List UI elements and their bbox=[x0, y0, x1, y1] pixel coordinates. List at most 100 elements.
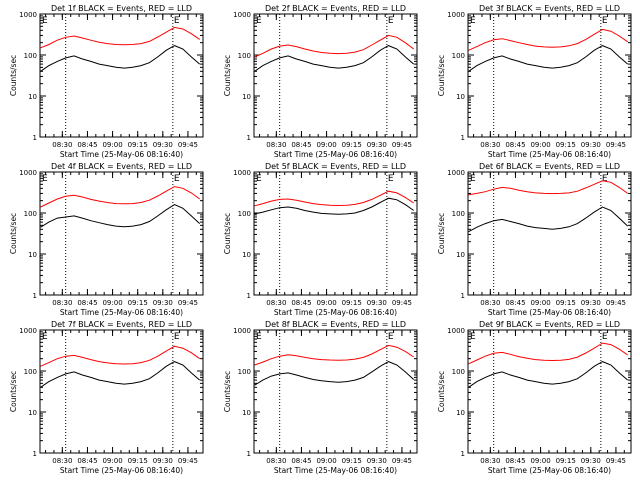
marker-label: E bbox=[256, 16, 262, 26]
y-tick-label: 100 bbox=[452, 52, 465, 60]
marker-label: E bbox=[470, 16, 476, 26]
x-tick-label: 09:30 bbox=[153, 299, 173, 307]
events-series-line bbox=[468, 361, 629, 388]
x-tick-label: 08:45 bbox=[291, 457, 311, 465]
y-tick-label: 10 bbox=[456, 93, 465, 101]
marker-label: E bbox=[470, 332, 476, 342]
detector-panel-7: Det 7f BLACK = Events, RED = LLD 1 10 100 10… bbox=[9, 320, 204, 475]
x-tick-label: 08:30 bbox=[480, 299, 500, 307]
x-tick-label: 08:45 bbox=[77, 141, 97, 149]
panel-title: Det 8f BLACK = Events, RED = LLD bbox=[265, 320, 406, 329]
x-tick-label: 08:45 bbox=[77, 299, 97, 307]
y-axis-label: Counts/sec bbox=[437, 371, 446, 412]
lld-series-line bbox=[254, 344, 414, 366]
x-axis-label: Start Time (25-May-06 08:16:40) bbox=[60, 466, 183, 475]
y-tick-label: 1000 bbox=[233, 11, 251, 19]
y-tick-label: 100 bbox=[24, 210, 37, 218]
events-series-line bbox=[468, 45, 629, 72]
panel-title: Det 5f BLACK = Events, RED = LLD bbox=[265, 162, 406, 171]
y-tick-label: 10 bbox=[28, 409, 37, 417]
y-axis-label: Counts/sec bbox=[223, 55, 232, 96]
events-series-line bbox=[254, 361, 415, 386]
panel-title: Det 4f BLACK = Events, RED = LLD bbox=[51, 162, 192, 171]
panel-title: Det 1f BLACK = Events, RED = LLD bbox=[51, 4, 192, 13]
x-tick-label: 08:30 bbox=[480, 457, 500, 465]
x-tick-label: 09:00 bbox=[316, 299, 336, 307]
y-tick-label: 100 bbox=[238, 210, 251, 218]
x-tick-label: 09:00 bbox=[530, 141, 550, 149]
y-tick-label: 10 bbox=[456, 251, 465, 259]
detector-panel-6: Det 6f BLACK = Events, RED = LLD 1 10 100 10… bbox=[437, 162, 632, 317]
detector-panel-2: Det 2f BLACK = Events, RED = LLD 1 10 100 10… bbox=[223, 4, 418, 159]
y-tick-label: 1 bbox=[247, 292, 251, 300]
y-tick-label: 1000 bbox=[447, 11, 465, 19]
x-tick-label: 08:30 bbox=[52, 457, 72, 465]
detector-panel-5: Det 5f BLACK = Events, RED = LLD 1 10 100 10… bbox=[223, 162, 418, 317]
y-tick-label: 100 bbox=[24, 368, 37, 376]
y-tick-label: 1 bbox=[461, 292, 465, 300]
y-tick-label: 1000 bbox=[233, 327, 251, 335]
x-tick-label: 09:45 bbox=[606, 299, 626, 307]
x-tick-label: 08:45 bbox=[505, 457, 525, 465]
plot-frame bbox=[467, 329, 632, 454]
y-tick-label: 1 bbox=[33, 450, 37, 458]
y-tick-label: 1 bbox=[247, 134, 251, 142]
marker-label: E bbox=[256, 174, 262, 184]
detector-panel-8: Det 8f BLACK = Events, RED = LLD 1 10 100 10… bbox=[223, 320, 418, 475]
x-tick-label: 09:30 bbox=[153, 457, 173, 465]
plot-frame bbox=[39, 171, 204, 296]
y-tick-label: 1 bbox=[247, 450, 251, 458]
y-axis-label: Counts/sec bbox=[9, 371, 18, 412]
marker-label: E bbox=[388, 332, 394, 342]
x-tick-label: 08:45 bbox=[505, 299, 525, 307]
lld-series-line bbox=[468, 180, 628, 196]
x-tick-label: 08:30 bbox=[52, 141, 72, 149]
y-tick-label: 1000 bbox=[19, 169, 37, 177]
marker-label: E bbox=[602, 174, 608, 184]
y-axis-label: Counts/sec bbox=[437, 55, 446, 96]
x-tick-label: 09:15 bbox=[342, 457, 362, 465]
plot-frame bbox=[39, 13, 204, 138]
y-axis-label: Counts/sec bbox=[223, 213, 232, 254]
y-tick-label: 1000 bbox=[19, 11, 37, 19]
events-series-line bbox=[468, 206, 629, 233]
panel-title: Det 7f BLACK = Events, RED = LLD bbox=[51, 320, 192, 329]
y-tick-label: 1 bbox=[33, 134, 37, 142]
y-tick-label: 10 bbox=[242, 251, 251, 259]
x-tick-label: 09:00 bbox=[530, 299, 550, 307]
marker-label: E bbox=[470, 174, 476, 184]
x-tick-label: 09:15 bbox=[342, 141, 362, 149]
x-tick-label: 09:45 bbox=[178, 457, 198, 465]
y-tick-label: 1 bbox=[461, 450, 465, 458]
y-tick-label: 100 bbox=[24, 52, 37, 60]
x-axis-label: Start Time (25-May-06 08:16:40) bbox=[488, 466, 611, 475]
x-axis-label: Start Time (25-May-06 08:16:40) bbox=[488, 150, 611, 159]
y-tick-label: 100 bbox=[238, 368, 251, 376]
y-tick-label: 10 bbox=[456, 409, 465, 417]
lld-series-line bbox=[40, 186, 200, 208]
y-tick-label: 10 bbox=[28, 93, 37, 101]
x-axis-label: Start Time (25-May-06 08:16:40) bbox=[274, 466, 397, 475]
lld-series-line bbox=[468, 28, 628, 51]
x-tick-label: 09:15 bbox=[128, 457, 148, 465]
lld-series-line bbox=[254, 34, 415, 58]
events-series-line bbox=[40, 361, 201, 388]
y-tick-label: 100 bbox=[452, 210, 465, 218]
marker-label: E bbox=[388, 16, 394, 26]
x-tick-label: 09:15 bbox=[342, 299, 362, 307]
lld-series-line bbox=[40, 26, 200, 49]
y-tick-label: 10 bbox=[242, 93, 251, 101]
detector-panel-4: Det 4f BLACK = Events, RED = LLD 1 10 100 10… bbox=[9, 162, 204, 317]
y-tick-label: 100 bbox=[452, 368, 465, 376]
marker-label: E bbox=[174, 332, 180, 342]
events-series-line bbox=[254, 45, 415, 72]
y-tick-label: 100 bbox=[238, 52, 251, 60]
y-tick-label: 1000 bbox=[233, 169, 251, 177]
plot-frame bbox=[467, 171, 632, 296]
y-tick-label: 1000 bbox=[19, 327, 37, 335]
x-tick-label: 09:15 bbox=[128, 299, 148, 307]
panel-title: Det 3f BLACK = Events, RED = LLD bbox=[479, 4, 620, 13]
x-tick-label: 08:45 bbox=[291, 141, 311, 149]
y-axis-label: Counts/sec bbox=[9, 55, 18, 96]
